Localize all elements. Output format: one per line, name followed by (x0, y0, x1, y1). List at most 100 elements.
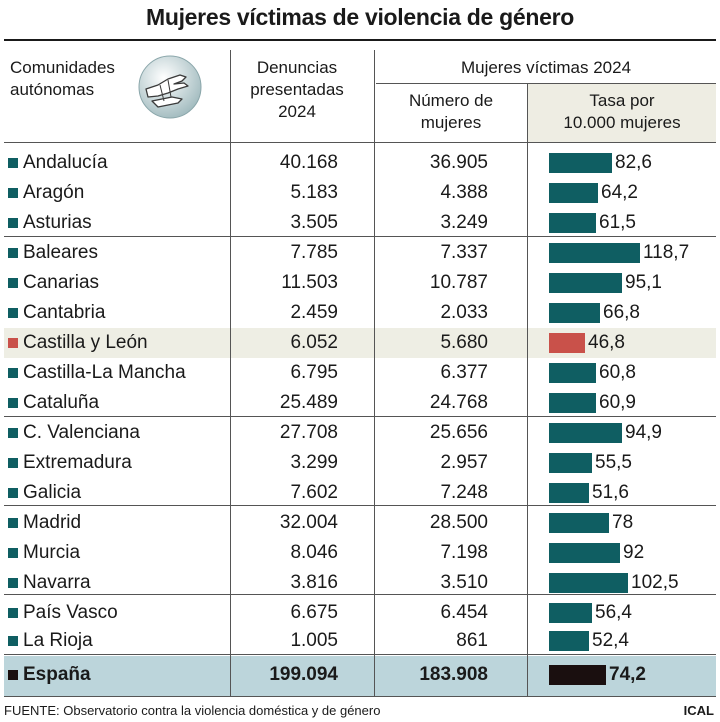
col-header-denuncias-line3: 2024 (278, 102, 316, 121)
title-rule (4, 39, 716, 41)
col-header-tasa: Tasa por 10.000 mujeres (528, 90, 716, 134)
region-name: La Rioja (23, 630, 93, 651)
mujeres-value: 28.500 (429, 512, 488, 533)
region-name: Galicia (23, 482, 82, 503)
tasa-value-label: 51,6 (592, 482, 629, 503)
tasa-value-label: 61,5 (599, 212, 636, 233)
tasa-value-label: 82,6 (615, 152, 652, 173)
row-marker-square (8, 278, 18, 288)
tasa-bar (549, 153, 612, 173)
row-marker-square (8, 548, 18, 558)
tasa-bar (549, 573, 628, 593)
group-rule-4 (4, 594, 716, 595)
tasa-value-label: 118,7 (643, 242, 690, 263)
tasa-value-label: 102,5 (631, 572, 679, 593)
region-name: Cantabria (23, 302, 106, 323)
row-marker-square (8, 608, 18, 618)
tasa-bar (549, 423, 622, 443)
region-name: Extremadura (23, 452, 132, 473)
mujeres-value: 2.033 (440, 302, 488, 323)
denuncias-value: 5.183 (290, 182, 338, 203)
tasa-bar (549, 483, 589, 503)
mujeres-value: 25.656 (429, 422, 488, 443)
mujeres-value: 5.680 (440, 332, 488, 353)
mujeres-value: 6.454 (440, 602, 488, 623)
row-marker-square (8, 338, 18, 348)
tasa-bar (549, 333, 585, 353)
mujeres-value: 7.248 (440, 482, 488, 503)
mujeres-value: 10.787 (429, 272, 488, 293)
tasa-value-label: 56,4 (595, 602, 632, 623)
region-name: Andalucía (23, 152, 108, 173)
table-row: Navarra 3.816 3.510 102,5 (4, 568, 716, 598)
mujeres-value: 7.337 (440, 242, 488, 263)
row-marker-square (8, 428, 18, 438)
tasa-bar (549, 603, 592, 623)
region-name: C. Valenciana (23, 422, 140, 443)
region-name: Aragón (23, 182, 85, 203)
denuncias-value: 11.503 (281, 272, 338, 293)
denuncias-value: 7.602 (290, 482, 338, 503)
mujeres-value: 4.388 (440, 182, 488, 203)
region-name: Asturias (23, 212, 92, 233)
table-row: Canarias 11.503 10.787 95,1 (4, 268, 716, 298)
table-row: País Vasco 6.675 6.454 56,4 (4, 598, 716, 628)
mujeres-value: 3.510 (440, 572, 488, 593)
col-header-denuncias: Denuncias presentadas 2024 (232, 57, 362, 123)
denuncias-value: 40.168 (279, 152, 338, 173)
table-row: Galicia 7.602 7.248 51,6 (4, 478, 716, 508)
tasa-bar (549, 513, 609, 533)
mujeres-value: 36.905 (429, 152, 488, 173)
region-name: Castilla-La Mancha (23, 362, 186, 383)
region-name: País Vasco (23, 602, 118, 623)
tasa-value-label: 66,8 (603, 302, 640, 323)
credit: ICAL (683, 703, 714, 718)
row-marker-square (8, 248, 18, 258)
tasa-bar (549, 543, 620, 563)
table-row: Madrid 32.004 28.500 78 (4, 508, 716, 538)
table-row: Baleares 7.785 7.337 118,7 (4, 238, 716, 268)
denuncias-value: 3.505 (290, 212, 338, 233)
col-divider-3 (527, 84, 528, 696)
tasa-bar (549, 393, 596, 413)
region-name: Murcia (23, 542, 81, 563)
col-header-region-line2: autónomas (10, 80, 95, 99)
denuncias-value: 27.708 (279, 422, 338, 443)
hand-gesture-icon (138, 55, 202, 119)
row-marker-square (8, 636, 18, 646)
denuncias-value: 199.094 (269, 664, 338, 685)
table-row: Cataluña 25.489 24.768 60,9 (4, 388, 716, 418)
tasa-bar (549, 303, 600, 323)
denuncias-value: 2.459 (290, 302, 338, 323)
mujeres-value: 24.768 (429, 392, 488, 413)
chart-title: Mujeres víctimas de violencia de género (145, 4, 575, 30)
tasa-value-label: 60,9 (599, 392, 636, 413)
group-rule-1 (4, 236, 716, 237)
col-header-denuncias-line1: Denuncias (256, 58, 338, 77)
denuncias-value: 1.005 (290, 630, 338, 651)
denuncias-value: 3.816 (290, 572, 338, 593)
row-marker-square (8, 578, 18, 588)
tasa-bar (549, 213, 596, 233)
table-row: La Rioja 1.005 861 52,4 (4, 626, 716, 656)
group-header-rule (376, 83, 716, 84)
table-row: Andalucía 40.168 36.905 82,6 (4, 148, 716, 178)
total-row: España 199.094 183.908 74,2 (4, 656, 716, 696)
col-divider-1 (230, 50, 231, 696)
tasa-value-label: 92 (623, 542, 645, 563)
denuncias-value: 6.052 (290, 332, 338, 353)
table-row: Castilla-La Mancha 6.795 6.377 60,8 (4, 358, 716, 388)
mujeres-value: 2.957 (440, 452, 488, 473)
col-header-tasa-line2: 10.000 mujeres (563, 113, 681, 132)
tasa-bar (549, 243, 640, 263)
tasa-value-label: 52,4 (592, 630, 629, 651)
row-marker-square (8, 308, 18, 318)
row-marker-square (8, 188, 18, 198)
mujeres-value: 861 (456, 630, 488, 651)
row-marker-square (8, 398, 18, 408)
row-marker-square (8, 518, 18, 528)
tasa-value-label: 95,1 (625, 272, 662, 293)
table-row: Murcia 8.046 7.198 92 (4, 538, 716, 568)
row-marker-square (8, 458, 18, 468)
mujeres-value: 7.198 (440, 542, 488, 563)
